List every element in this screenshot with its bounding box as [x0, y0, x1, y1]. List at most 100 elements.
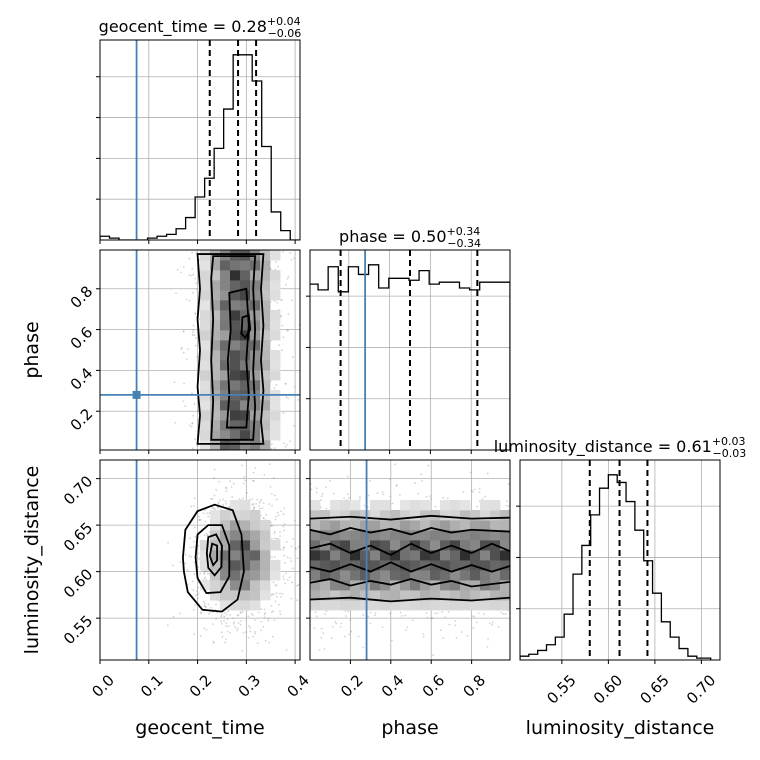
- density-cell: [210, 320, 221, 331]
- x-tick-label: 0.65: [636, 671, 672, 707]
- density-cell: [450, 550, 461, 561]
- histogram-luminosity_distance: [520, 474, 712, 660]
- density-cell: [220, 380, 231, 391]
- sample-point: [203, 604, 206, 607]
- density-cell: [400, 550, 411, 561]
- sample-point: [188, 257, 191, 260]
- density-cell: [330, 550, 341, 561]
- sample-point: [219, 499, 221, 502]
- sample-point: [274, 268, 277, 271]
- density-cell: [240, 520, 251, 531]
- sample-point: [262, 517, 265, 520]
- sample-point: [194, 344, 197, 347]
- density-cell: [400, 510, 411, 521]
- sample-point: [173, 381, 176, 384]
- density-cell: [220, 420, 231, 431]
- density-cell: [240, 420, 251, 431]
- density-cell: [410, 520, 421, 531]
- sample-point: [329, 479, 331, 482]
- sample-point: [277, 265, 280, 268]
- sample-point: [212, 507, 215, 509]
- sample-point: [334, 621, 337, 623]
- density-cell: [470, 560, 481, 571]
- sample-point: [279, 610, 281, 613]
- density-cell: [390, 600, 401, 611]
- sample-point: [193, 561, 196, 564]
- sample-point: [230, 485, 233, 488]
- sample-point: [270, 443, 273, 445]
- sample-point: [272, 593, 275, 596]
- sample-point: [502, 613, 505, 616]
- density-cell: [240, 570, 251, 581]
- sample-point: [200, 611, 203, 614]
- title-lower: −0.06: [268, 27, 302, 40]
- sample-point: [232, 482, 235, 485]
- sample-point: [202, 512, 205, 515]
- sample-point: [213, 468, 216, 471]
- density-cell: [330, 590, 341, 601]
- sample-point: [242, 631, 245, 634]
- density-cell: [490, 560, 501, 571]
- sample-point: [190, 274, 193, 277]
- sample-point: [204, 569, 207, 572]
- sample-point: [199, 635, 202, 637]
- sample-point: [296, 599, 298, 602]
- density-cell: [420, 590, 431, 601]
- sample-point: [190, 425, 193, 428]
- sample-point: [471, 615, 474, 617]
- sample-point: [210, 606, 212, 609]
- sample-point: [286, 277, 289, 280]
- title-phase: phase = 0.50+0.34 −0.34: [339, 225, 481, 250]
- sample-point: [275, 537, 278, 540]
- sample-point: [212, 641, 215, 644]
- sample-point: [217, 501, 220, 504]
- sample-point: [223, 611, 226, 614]
- sample-point: [229, 613, 231, 616]
- density-cell: [260, 420, 271, 431]
- sample-point: [273, 447, 276, 449]
- sample-point: [411, 619, 414, 622]
- sample-point: [193, 526, 196, 529]
- density-cell: [350, 590, 361, 601]
- sample-point: [430, 497, 433, 500]
- density-cell: [330, 570, 341, 581]
- sample-point: [297, 583, 300, 586]
- density-cell: [370, 550, 381, 561]
- density-cell: [250, 280, 261, 291]
- sample-point: [187, 348, 190, 351]
- sample-point: [304, 559, 306, 561]
- sample-point: [229, 480, 232, 483]
- density-cell: [380, 570, 391, 581]
- sample-point: [246, 491, 248, 494]
- density-cell: [230, 560, 241, 571]
- density-cell: [490, 580, 501, 591]
- sample-point: [234, 626, 237, 628]
- sample-point: [279, 535, 281, 537]
- sample-point: [184, 405, 187, 408]
- x-tick-label: 0.3: [235, 671, 265, 701]
- sample-point: [191, 291, 194, 294]
- sample-point: [404, 629, 407, 631]
- density-cell: [240, 260, 251, 271]
- density-cell: [240, 580, 251, 591]
- sample-point: [220, 620, 222, 623]
- density-cell: [350, 500, 361, 511]
- sample-point: [322, 632, 325, 635]
- density-cell: [200, 560, 211, 571]
- sample-point: [314, 611, 317, 614]
- sample-point: [399, 494, 401, 496]
- sample-point: [191, 267, 194, 270]
- sample-point: [252, 479, 254, 482]
- sample-point: [281, 299, 283, 302]
- sample-point: [192, 589, 195, 592]
- sample-point: [239, 611, 242, 614]
- sample-point: [203, 578, 205, 580]
- density-cell: [350, 550, 361, 561]
- title-luminosity_distance: luminosity_distance = 0.61+0.03 −0.03: [494, 435, 747, 460]
- sample-point: [211, 498, 214, 500]
- sample-point: [231, 617, 234, 620]
- sample-point: [197, 291, 200, 294]
- density-cell: [470, 520, 481, 531]
- density-cell: [370, 540, 381, 551]
